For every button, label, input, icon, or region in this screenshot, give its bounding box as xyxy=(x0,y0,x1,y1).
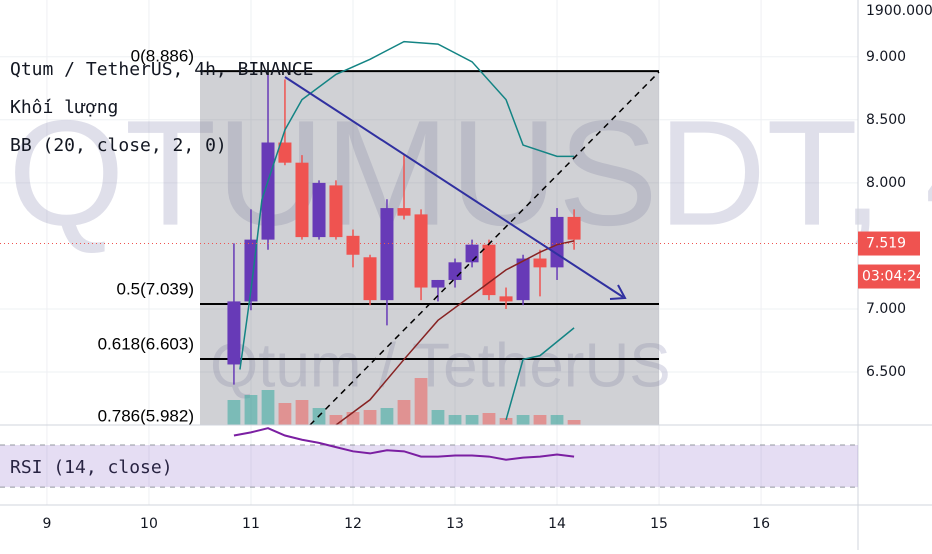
countdown: 03:04:24 xyxy=(862,269,925,285)
fib-label: 0(8.886) xyxy=(131,47,194,66)
candle-body xyxy=(227,301,241,365)
watermark: QTUMUSDT, 4h xyxy=(8,89,932,257)
fib-label: 0.5(7.039) xyxy=(117,280,195,299)
volume-bar xyxy=(499,418,513,425)
volume-bar xyxy=(465,415,479,425)
x-tick-label: 10 xyxy=(140,516,158,532)
candle-body xyxy=(295,162,309,238)
rsi-band xyxy=(0,445,858,488)
y-tick-label: 9.000 xyxy=(866,49,906,65)
candle-body xyxy=(278,142,292,163)
y-tick-label: 7.000 xyxy=(866,301,906,317)
candle-body xyxy=(244,239,258,302)
last-price-tag xyxy=(858,231,920,256)
candle-body xyxy=(363,257,377,301)
volume-bar xyxy=(550,415,564,425)
y-tick-label: 6.500 xyxy=(866,364,906,380)
last-price-label: 7.519 xyxy=(866,236,906,252)
candle-body xyxy=(414,214,428,288)
volume-bar xyxy=(567,420,581,425)
volume-bar xyxy=(516,415,530,425)
candle-body xyxy=(397,208,411,216)
volume-bar xyxy=(295,400,309,425)
x-tick-label: 14 xyxy=(548,516,566,532)
candle-body xyxy=(431,279,445,288)
x-tick-label: 12 xyxy=(344,516,362,532)
watermark-sub: Qtum / TetherUS xyxy=(210,331,671,400)
rsi-line xyxy=(233,427,575,461)
candle-body xyxy=(533,258,547,268)
volume-bar xyxy=(329,415,343,425)
volume-bar xyxy=(482,413,496,425)
volume-bar xyxy=(244,395,258,425)
volume-bar xyxy=(346,412,360,425)
x-tick-label: 15 xyxy=(650,516,668,532)
arrow-head xyxy=(609,284,627,300)
volume-bar xyxy=(397,400,411,425)
bb-lower xyxy=(505,327,575,421)
bb-upper xyxy=(239,40,575,370)
volume-bar xyxy=(380,408,394,425)
x-tick-label: 13 xyxy=(446,516,464,532)
bb-label: BB (20, close, 2, 0) xyxy=(10,135,227,156)
volume-bar xyxy=(278,403,292,425)
plot: 0(8.886) 0.5(7.039) 0.618(6.603) 0.786(5.98… xyxy=(0,40,858,426)
candle-body xyxy=(482,244,496,296)
arrow-line xyxy=(284,76,624,298)
volume-bar xyxy=(431,410,445,425)
volume-bar xyxy=(414,378,428,425)
countdown-tag xyxy=(858,264,920,289)
rsi-label: RSI (14, close) xyxy=(10,457,173,478)
volume-bar xyxy=(227,400,241,425)
bb-basis xyxy=(335,240,575,426)
volume-bar xyxy=(448,415,462,425)
volume-bar xyxy=(261,390,275,425)
candle-body xyxy=(380,208,394,301)
x-tick-label: 11 xyxy=(242,516,260,532)
volume-label: Khối lượng xyxy=(10,97,118,118)
candle-body xyxy=(567,216,581,240)
fib-label: 0.786(5.982) xyxy=(98,406,194,425)
candle-body xyxy=(465,244,479,263)
volume-axis-label: 1900.000 xyxy=(866,3,932,19)
x-tick-label: 9 xyxy=(42,516,51,532)
fib-box xyxy=(200,71,659,425)
y-tick-label: 8.500 xyxy=(866,112,906,128)
fib-label: 0.618(6.603) xyxy=(98,335,194,354)
x-tick-label: 16 xyxy=(752,516,770,532)
candle-body xyxy=(346,235,360,255)
candle-body xyxy=(550,216,564,268)
volume-bar xyxy=(533,415,547,425)
candle-body xyxy=(499,296,513,302)
candle-body xyxy=(448,262,462,280)
candle-body xyxy=(329,185,343,238)
symbol-label: Qtum / TetherUS, 4h, BINANCE xyxy=(10,59,313,80)
candle-body xyxy=(312,182,326,238)
trend-line xyxy=(309,71,660,426)
candle-body xyxy=(516,258,530,301)
y-tick-label: 8.000 xyxy=(866,175,906,191)
candle-body xyxy=(261,142,275,240)
volume-bar xyxy=(363,410,377,425)
